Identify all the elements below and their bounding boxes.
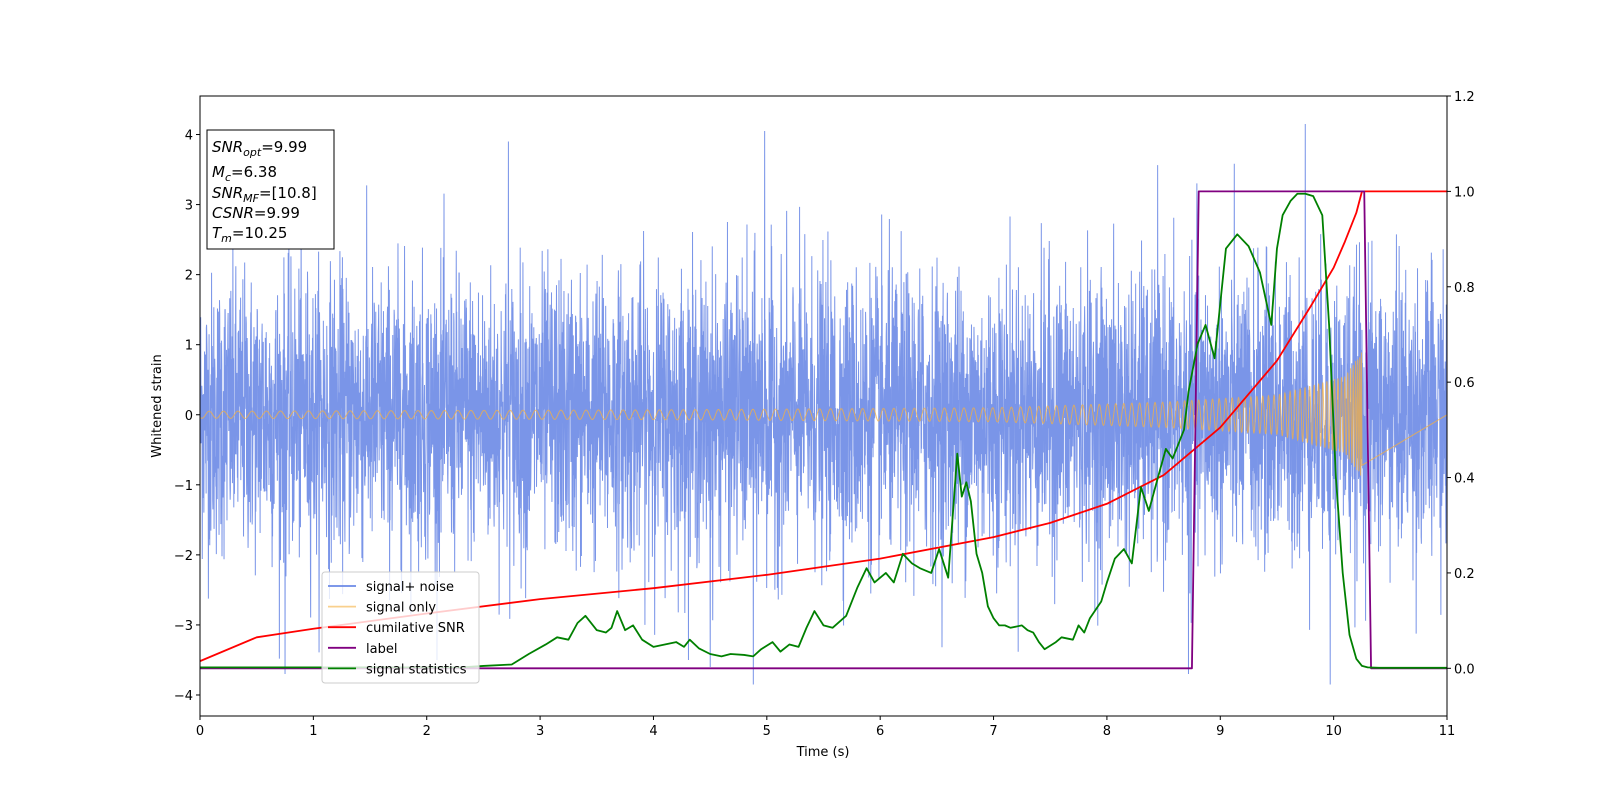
x-tick-label: 7 <box>989 724 997 739</box>
x-axis-title: Time (s) <box>796 745 850 760</box>
y-axis-left: −4 −3 −2 −1 0 1 2 3 4 <box>174 129 200 704</box>
y-axis-title: Whitened strain <box>150 354 165 457</box>
legend-item: signal statistics <box>328 662 467 677</box>
y-left-tick-label: 4 <box>185 129 193 144</box>
y-left-tick-label: 3 <box>185 199 193 214</box>
y-right-tick-label: 0.0 <box>1454 662 1475 677</box>
x-tick-label: 3 <box>536 724 544 739</box>
annotation-snr-mf: SNRMF=[10.8] <box>212 184 317 205</box>
legend-frame <box>321 571 480 684</box>
y-left-tick-label: 1 <box>185 339 193 354</box>
y-right-tick-label: 0.8 <box>1454 281 1475 296</box>
legend-item: cumilative SNR <box>328 621 465 636</box>
x-tick-label: 8 <box>1103 724 1111 739</box>
y-left-tick-label: −1 <box>174 479 193 494</box>
y-right-tick-label: 1.2 <box>1454 90 1475 105</box>
series-signal-only <box>200 352 1447 476</box>
series-signal-statistics <box>200 192 1447 669</box>
annotation-frame <box>206 129 335 250</box>
x-tick-label: 2 <box>423 724 431 739</box>
x-tick-label: 4 <box>649 724 657 739</box>
y-right-tick-label: 0.2 <box>1454 567 1475 582</box>
plot-frame <box>199 95 1448 717</box>
x-tick-label: 10 <box>1325 724 1342 739</box>
annotation-tm: Tm=10.25 <box>212 224 287 245</box>
annotation-csnr: CSNR=9.99 <box>212 204 300 222</box>
y-right-tick-label: 1.0 <box>1454 185 1475 200</box>
legend: signal+ noise signal only cumilative SNR la… <box>321 571 480 684</box>
legend-label: signal only <box>366 601 436 616</box>
y-axis-right: 0.0 0.2 0.4 0.6 0.8 1.0 1.2 <box>1447 90 1475 677</box>
annotation-box: SNRopt=9.99 Mc=6.38 SNRMF=[10.8] CSNR=9.… <box>206 129 335 250</box>
legend-label: signal statistics <box>366 662 467 677</box>
annotation-snr-opt: SNRopt=9.99 <box>212 138 307 159</box>
y-right-tick-label: 0.4 <box>1454 472 1475 487</box>
x-tick-label: 6 <box>876 724 884 739</box>
y-left-tick-label: −3 <box>174 619 193 634</box>
x-tick-label: 5 <box>763 724 771 739</box>
y-right-tick-label: 0.6 <box>1454 376 1475 391</box>
y-left-tick-label: −2 <box>174 549 193 564</box>
x-tick-label: 0 <box>196 724 204 739</box>
y-left-tick-label: −4 <box>174 689 193 704</box>
legend-item: signal+ noise <box>328 580 454 595</box>
x-tick-label: 1 <box>309 724 317 739</box>
x-axis: 0 1 2 3 4 5 6 7 8 9 10 11 <box>196 716 1455 739</box>
legend-label: signal+ noise <box>366 580 454 595</box>
legend-label: cumilative SNR <box>366 621 465 636</box>
y-left-tick-label: 0 <box>185 409 193 424</box>
x-tick-label: 11 <box>1439 724 1456 739</box>
legend-label: label <box>366 642 397 657</box>
series-signal-noise <box>200 124 1447 685</box>
x-tick-label: 9 <box>1216 724 1224 739</box>
legend-item: signal only <box>328 601 436 616</box>
y-left-tick-label: 2 <box>185 269 193 284</box>
legend-item: label <box>328 642 397 657</box>
annotation-mc: Mc=6.38 <box>212 163 277 184</box>
